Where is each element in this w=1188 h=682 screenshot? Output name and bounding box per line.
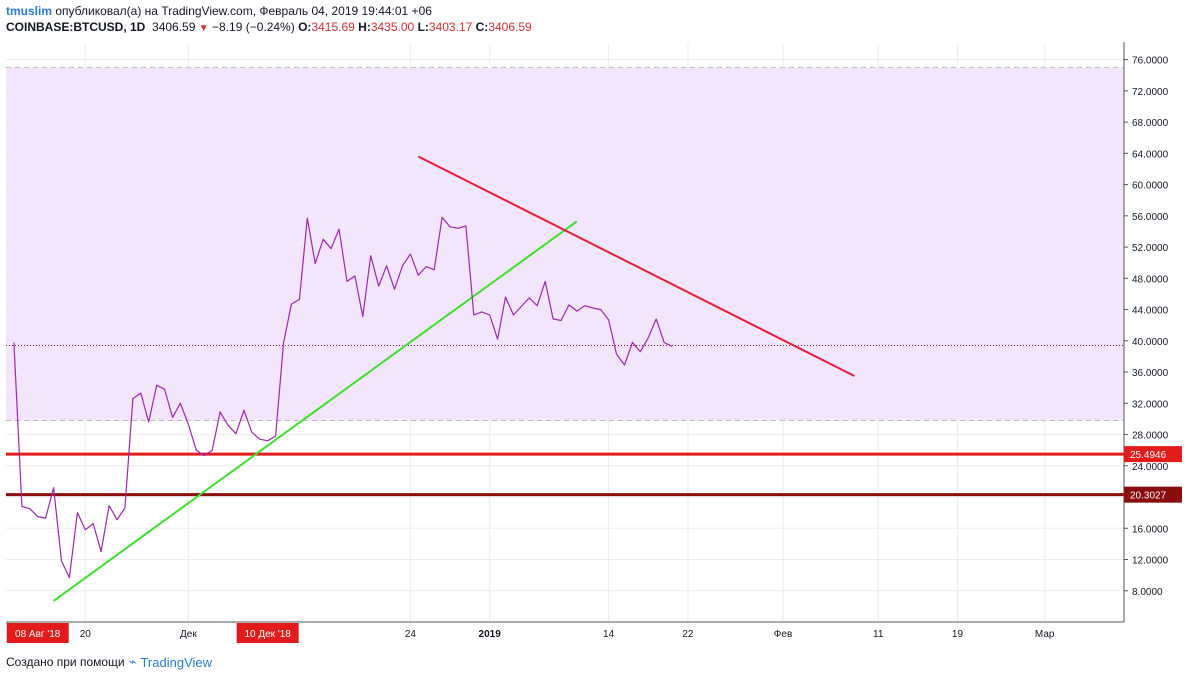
chart-axes (6, 42, 1125, 623)
y-tick-label: 52.0000 (1132, 243, 1169, 254)
y-tick-label: 24.0000 (1132, 462, 1169, 473)
down-arrow-icon: ▼ (198, 23, 209, 34)
x-tick-label: 24 (405, 629, 417, 640)
y-tick-label: 40.0000 (1132, 337, 1169, 348)
date-tag-label-2: 10 Дек '18 (244, 629, 291, 640)
close-label: C: (475, 20, 489, 34)
y-tick-label: 56.0000 (1132, 212, 1169, 223)
published-text: опубликовал(а) на TradingView.com, Февра… (55, 4, 432, 18)
symbol-name: COINBASE:BTCUSD, 1D (6, 20, 146, 34)
y-tick-label: 28.0000 (1132, 431, 1169, 442)
highlight-zone (6, 66, 1124, 421)
y-tick-label: 44.0000 (1132, 306, 1169, 317)
y-tick-label: 48.0000 (1132, 274, 1169, 285)
date-tag-1 (6, 623, 69, 643)
x-axis-ticks: 20 Дек 24 2019 14 22 Фев 11 19 Мар (80, 629, 1055, 640)
author-link[interactable]: tmuslim (6, 4, 53, 18)
trend-line-green-support (52, 220, 578, 602)
y-tick-label: 72.0000 (1132, 87, 1169, 98)
y-tick-label: 8.0000 (1132, 587, 1163, 598)
y-tick-label: 16.0000 (1132, 524, 1169, 535)
y-tick-label: 60.0000 (1132, 181, 1169, 192)
y-tick-label: 12.0000 (1132, 556, 1169, 567)
zone-fill (6, 67, 1124, 421)
high-value: 3435.00 (370, 20, 415, 34)
level-tag-2 (1124, 486, 1182, 503)
trend-lines (52, 155, 855, 602)
horizontal-levels (6, 344, 1124, 497)
x-tick-label: 2019 (479, 629, 502, 640)
open-label: O: (298, 20, 312, 34)
trend-line-red-resistance (417, 155, 855, 377)
tradingview-logo-icon: ⌁ (128, 654, 137, 669)
date-tag-label-1: 08 Авг '18 (15, 629, 61, 640)
chart-header: tmuslim опубликовал(а) на TradingView.co… (6, 3, 1176, 37)
last-price: 3406.59 (152, 20, 196, 34)
level-tag-1 (1124, 446, 1182, 463)
y-tick-label: 64.0000 (1132, 149, 1169, 160)
y-tick-label: 32.0000 (1132, 399, 1169, 410)
x-tick-label: Фев (774, 629, 792, 640)
axis-tags: 25.4946 20.3027 08 Авг '18 10 Дек '18 (6, 446, 1182, 643)
x-tick-label: Дек (180, 629, 197, 640)
chart-footer: Создано при помощи ⌁ TradingView (6, 654, 212, 670)
tradingview-brand-link[interactable]: TradingView (140, 654, 213, 670)
level-tag-label-1: 25.4946 (1130, 450, 1167, 461)
open-value: 3415.69 (311, 20, 355, 34)
price-line (13, 216, 673, 579)
low-label: L: (417, 20, 429, 34)
y-axis-ticks: 8.000012.000016.000020.000024.000028.000… (1124, 56, 1169, 598)
x-tick-label: 22 (682, 629, 694, 640)
x-tick-label: 20 (80, 629, 92, 640)
price-series (13, 216, 673, 579)
level-tag-label-2: 20.3027 (1130, 491, 1167, 502)
x-tick-label: 11 (873, 629, 884, 640)
y-tick-label: 36.0000 (1132, 368, 1169, 379)
x-tick-label: 14 (603, 629, 615, 640)
y-tick-label: 68.0000 (1132, 118, 1169, 129)
x-tick-label: Мар (1035, 629, 1055, 640)
price-chart[interactable]: 8.000012.000016.000020.000024.000028.000… (0, 0, 1188, 650)
date-tag-2 (236, 623, 299, 643)
y-tick-label: 76.0000 (1132, 56, 1169, 67)
publish-info: tmuslim опубликовал(а) на TradingView.co… (6, 3, 1176, 19)
price-change: −8.19 (−0.24%) (212, 20, 295, 34)
low-value: 3403.17 (428, 20, 473, 34)
chart-grid (6, 44, 1124, 622)
high-label: H: (358, 20, 371, 34)
x-tick-label: 19 (952, 629, 964, 640)
created-with-label: Создано при помощи (6, 655, 125, 669)
symbol-info: COINBASE:BTCUSD, 1D 3406.59 ▼ −8.19 (−0.… (6, 19, 1176, 37)
close-value: 3406.59 (488, 20, 532, 34)
